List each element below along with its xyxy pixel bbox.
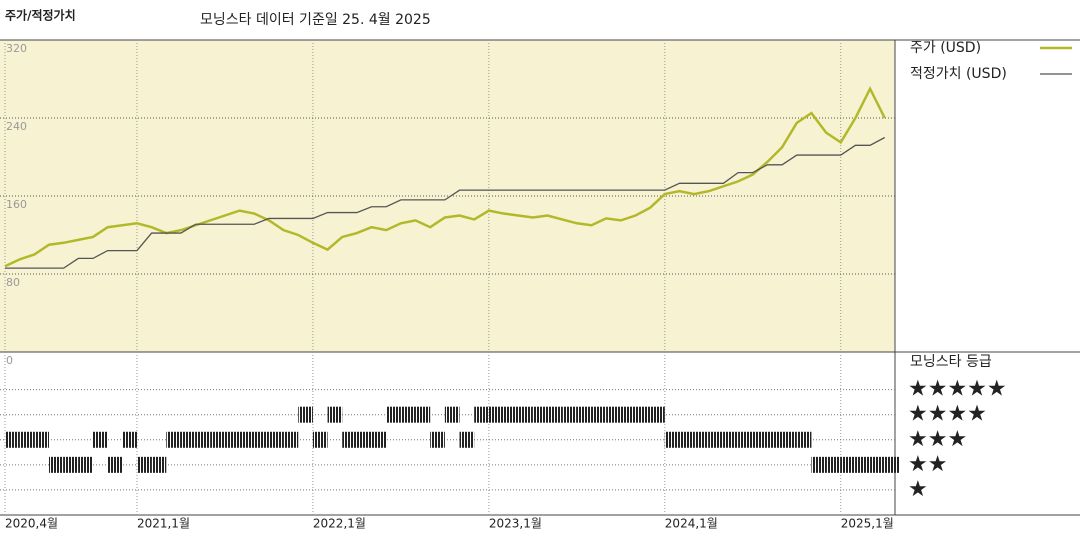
rating-bar <box>283 431 299 448</box>
rating-bar <box>356 431 372 448</box>
rating-bar <box>48 456 64 473</box>
chart-title: 주가/적정가치 <box>5 8 76 23</box>
y-tick-label: 320 <box>6 42 27 55</box>
x-tick-label: 2023,1월 <box>489 517 542 531</box>
rating-bar <box>195 431 211 448</box>
rating-bar <box>400 406 416 423</box>
rating-bar <box>268 431 284 448</box>
rating-bar <box>782 431 797 448</box>
rating-bar <box>210 431 225 448</box>
rating-bar <box>752 431 768 448</box>
rating-bar <box>547 406 563 423</box>
rating-bar <box>92 431 108 448</box>
rating-bar <box>180 431 196 448</box>
rating-bar <box>664 431 680 448</box>
rating-bar <box>122 431 137 448</box>
rating-bar <box>327 406 343 423</box>
rating-label: ★★★ <box>908 427 967 452</box>
legend-label: 적정가치 (USD) <box>910 66 1007 82</box>
rating-bar <box>591 406 607 423</box>
rating-bar <box>738 431 753 448</box>
rating-bar <box>532 406 548 423</box>
rating-bar <box>474 406 489 423</box>
rating-bar <box>606 406 621 423</box>
x-tick-label: 2020,4월 <box>5 517 58 531</box>
rating-bar <box>5 431 20 448</box>
rating-bar <box>151 456 167 473</box>
rating-bar <box>650 406 665 423</box>
series-line <box>5 136 886 269</box>
rating-bar <box>78 456 93 473</box>
y-tick-label: 240 <box>6 120 27 133</box>
rating-bar <box>767 431 783 448</box>
rating-bar <box>298 406 313 423</box>
rating-bar <box>386 406 401 423</box>
chart-subtitle: 모닝스타 데이터 기준일 25. 4월 2025 <box>200 12 431 28</box>
rating-title: 모닝스타 등급 <box>910 354 992 370</box>
rating-bar <box>34 431 49 448</box>
rating-bar <box>254 431 269 448</box>
rating-bar <box>635 406 651 423</box>
rating-bar <box>430 431 445 448</box>
rating-bar <box>826 456 841 473</box>
rating-bar <box>811 456 827 473</box>
rating-label: ★★★★ <box>908 402 987 427</box>
rating-bar <box>708 431 724 448</box>
rating-bar <box>884 456 900 473</box>
rating-bar <box>239 431 255 448</box>
y-tick-label: 160 <box>6 198 27 211</box>
rating-bar <box>723 431 739 448</box>
rating-bar <box>840 456 856 473</box>
rating-bar <box>459 431 475 448</box>
legend-label: 주가 (USD) <box>910 40 981 56</box>
rating-bar <box>576 406 592 423</box>
rating-bar <box>224 431 240 448</box>
rating-bar <box>166 431 181 448</box>
rating-bar <box>444 406 460 423</box>
rating-bar <box>855 456 871 473</box>
rating-label: ★★ <box>908 452 947 477</box>
rating-bar <box>679 431 695 448</box>
rating-bar <box>488 406 504 423</box>
rating-bar <box>870 456 885 473</box>
rating-label: ★★★★★ <box>908 377 1007 402</box>
x-tick-label: 2025,1월 <box>841 517 894 531</box>
rating-bar <box>694 431 709 448</box>
rating-bar <box>136 456 152 473</box>
x-tick-label: 2021,1월 <box>137 517 190 531</box>
x-tick-label: 2024,1월 <box>665 517 718 531</box>
rating-bar <box>503 406 519 423</box>
rating-bar <box>63 456 79 473</box>
rating-bar <box>312 431 328 448</box>
rating-bar <box>107 456 123 473</box>
rating-bar <box>620 406 636 423</box>
rating-bar <box>518 406 533 423</box>
rating-bar <box>562 406 577 423</box>
series-line <box>4 85 886 268</box>
rating-bar <box>342 431 357 448</box>
rating-bar <box>796 431 812 448</box>
y-tick-label: 80 <box>6 276 20 289</box>
x-tick-label: 2022,1월 <box>313 517 366 531</box>
rating-bar <box>371 431 387 448</box>
rating-bar <box>19 431 35 448</box>
rating-bar <box>415 406 431 423</box>
plot: 2020,4월 2021,1월 2022,1월 2023,1월 2024,1월 2025,… <box>0 40 1072 531</box>
rating-label: ★ <box>908 477 928 502</box>
y-tick-label: 0 <box>6 354 13 367</box>
